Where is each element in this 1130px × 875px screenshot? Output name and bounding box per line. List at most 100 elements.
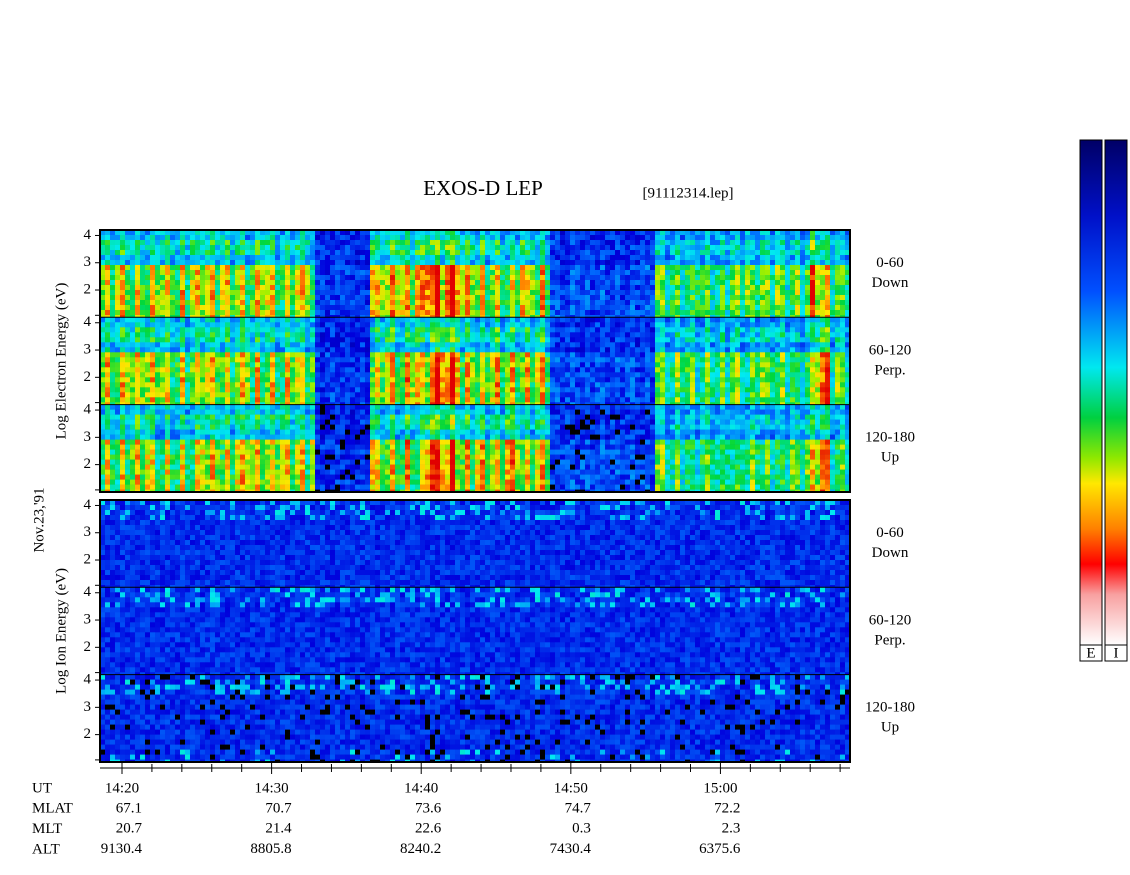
spectrogram-cell: [630, 342, 635, 348]
spectrogram-cell: [515, 305, 520, 311]
spectrogram-cell: [600, 377, 605, 383]
spectrogram-cell: [595, 367, 600, 373]
spectrogram-cell: [645, 265, 650, 271]
spectrogram-cell: [200, 347, 205, 353]
spectrogram-cell: [195, 230, 200, 236]
spectrogram-cell: [525, 337, 530, 343]
spectrogram-cell: [630, 315, 635, 318]
spectrogram-cell: [555, 305, 560, 311]
spectrogram-cell: [205, 397, 210, 403]
spectrogram-cell: [545, 347, 550, 353]
spectrogram-cell: [115, 230, 120, 236]
spectrogram-cell: [565, 327, 570, 333]
spectrogram-cell: [490, 280, 495, 286]
spectrogram-cell: [795, 305, 800, 311]
spectrogram-cell: [235, 250, 240, 256]
spectrogram-cell: [775, 230, 780, 236]
spectrogram-cell: [135, 397, 140, 403]
spectrogram-cell: [800, 245, 805, 251]
spectrogram-cell: [630, 295, 635, 301]
spectrogram-cell: [440, 387, 445, 393]
spectrogram-cell: [690, 357, 695, 363]
spectrogram-cell: [225, 245, 230, 251]
spectrogram-cell: [630, 240, 635, 246]
spectrogram-cell: [295, 382, 300, 388]
spectrogram-cell: [500, 235, 505, 241]
spectrogram-cell: [215, 230, 220, 236]
spectrogram-cell: [685, 270, 690, 276]
spectrogram-cell: [235, 260, 240, 266]
spectrogram-cell: [395, 372, 400, 378]
spectrogram-cell: [250, 255, 255, 261]
spectrogram-cell: [720, 372, 725, 378]
spectrogram-cell: [690, 402, 695, 405]
spectrogram-cell: [395, 347, 400, 353]
spectrogram-cell: [800, 250, 805, 256]
spectrogram-cell: [625, 382, 630, 388]
spectrogram-cell: [390, 402, 395, 405]
spectrogram-cell: [670, 347, 675, 353]
spectrogram-cell: [285, 245, 290, 251]
spectrogram-cell: [600, 387, 605, 393]
spectrogram-cell: [670, 295, 675, 301]
spectrogram-cell: [660, 310, 665, 316]
spectrogram-cell: [340, 265, 345, 271]
spectrogram-cell: [675, 392, 680, 398]
spectrogram-cell: [525, 372, 530, 378]
spectrogram-cell: [555, 270, 560, 276]
spectrogram-cell: [110, 342, 115, 348]
spectrogram-cell: [430, 290, 435, 296]
spectrogram-cell: [440, 377, 445, 383]
spectrogram-cell: [540, 245, 545, 251]
spectrogram-cell: [125, 367, 130, 373]
spectrogram-cell: [330, 315, 335, 318]
spectrogram-cell: [380, 310, 385, 316]
spectrogram-cell: [610, 387, 615, 393]
spectrogram-cell: [610, 402, 615, 405]
spectrogram-cell: [235, 367, 240, 373]
spectrogram-cell: [260, 310, 265, 316]
spectrogram-cell: [295, 245, 300, 251]
spectrogram-cell: [615, 342, 620, 348]
spectrogram-cell: [220, 250, 225, 256]
spectrogram-cell: [415, 387, 420, 393]
spectrogram-cell: [825, 300, 830, 306]
spectrogram-cell: [315, 300, 320, 306]
spectrogram-cell: [635, 300, 640, 306]
spectrogram-cell: [740, 285, 745, 291]
spectrogram-cell: [535, 285, 540, 291]
spectrogram-cell: [135, 342, 140, 348]
spectrogram-cell: [510, 260, 515, 266]
spectrogram-cell: [840, 310, 845, 316]
spectrogram-cell: [225, 300, 230, 306]
spectrogram-cell: [695, 260, 700, 266]
spectrogram-cell: [525, 285, 530, 291]
spectrogram-cell: [410, 357, 415, 363]
spectrogram-cell: [300, 250, 305, 256]
spectrogram-cell: [500, 255, 505, 261]
spectrogram-cell: [715, 275, 720, 281]
spectrogram-cell: [255, 372, 260, 378]
spectrogram-cell: [130, 317, 135, 323]
spectrogram-cell: [820, 315, 825, 318]
spectrogram-cell: [435, 322, 440, 328]
spectrogram-cell: [680, 285, 685, 291]
spectrogram-cell: [140, 357, 145, 363]
spectrogram-cell: [485, 270, 490, 276]
spectrogram-cell: [845, 275, 850, 281]
spectrogram-cell: [575, 245, 580, 251]
spectrogram-cell: [215, 260, 220, 266]
spectrogram-cell: [705, 317, 710, 323]
spectrogram-cell: [485, 265, 490, 271]
spectrogram-cell: [295, 317, 300, 323]
spectrogram-cell: [450, 367, 455, 373]
spectrogram-cell: [100, 367, 105, 373]
spectrogram-cell: [305, 382, 310, 388]
spectrogram-cell: [455, 347, 460, 353]
spectrogram-cell: [740, 245, 745, 251]
spectrogram-cell: [635, 392, 640, 398]
spectrogram-cell: [720, 270, 725, 276]
spectrogram-cell: [605, 387, 610, 393]
spectrogram-cell: [410, 235, 415, 241]
spectrogram-cell: [180, 280, 185, 286]
